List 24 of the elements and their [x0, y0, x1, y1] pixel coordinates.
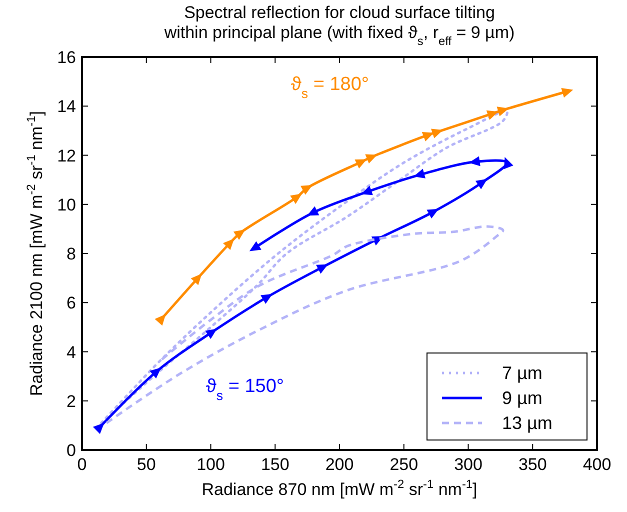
y-tick-label: 10: [57, 195, 76, 214]
x-tick-label: 300: [454, 455, 482, 474]
y-tick-label: 14: [57, 97, 76, 116]
legend-label: 7 µm: [502, 363, 542, 383]
y-tick-label: 4: [66, 342, 76, 362]
y-tick-label: 16: [57, 48, 76, 67]
x-axis-title: Radiance 870 nm [mW m$^{-2}$ sr$^{-1}$ nm$^{-1}$]: [202, 477, 478, 499]
x-tick-label: 250: [390, 455, 418, 474]
legend-label: 9 µm: [502, 388, 542, 408]
legend-label: 13 µm: [502, 413, 552, 433]
y-tick-label: 12: [57, 146, 76, 166]
y-tick-label: 0: [66, 441, 76, 460]
x-tick-label: 50: [136, 455, 156, 474]
y-tick-label: 6: [66, 294, 76, 313]
annotation: ϑ$_{s}$ = 150°: [206, 376, 284, 402]
y-tick-label: 8: [66, 244, 76, 264]
x-tick-label: 100: [196, 455, 225, 474]
x-tick-label: 200: [325, 455, 354, 474]
x-tick-label: 350: [518, 455, 547, 474]
x-tick-label: 400: [582, 455, 612, 474]
x-tick-label: 150: [260, 455, 290, 474]
chart-title: Spectral reflection for cloud surface tilting within principal plane (with fixed ϑ$_{s}$, r$_{eff}$ = 9 µm): [163, 3, 515, 48]
y-tick-label: 2: [66, 392, 76, 411]
annotation: ϑ$_{s}$ = 180°: [291, 74, 369, 100]
